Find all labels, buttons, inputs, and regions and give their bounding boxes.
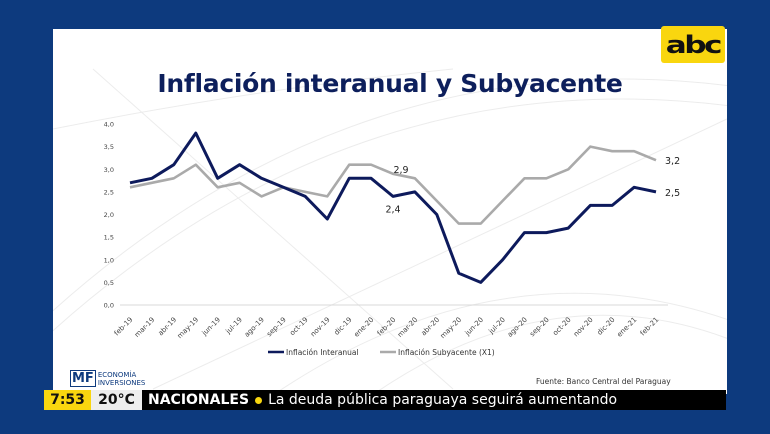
series-group — [129, 131, 657, 284]
x-tick-label: dic-20 — [596, 316, 617, 337]
y-tick-label: 3,0 — [104, 166, 114, 174]
x-tick-label: jun-19 — [200, 316, 222, 338]
background-decoration — [53, 68, 727, 394]
x-tick-label: sep-20 — [528, 316, 551, 339]
x-tick-label: feb-19 — [113, 316, 135, 338]
news-ticker: 7:53 20°C NACIONALES La deuda pública pa… — [44, 390, 726, 410]
y-tick-label: 2,5 — [104, 188, 114, 196]
data-label: 2,5 — [665, 188, 680, 199]
x-tick-label: nov-19 — [309, 316, 332, 339]
y-tick-label: 0,0 — [104, 302, 114, 310]
ticker-temperature: 20°C — [91, 390, 142, 410]
program-logo-mark: MF — [70, 370, 96, 387]
abc-channel-logo: abc — [661, 26, 725, 63]
x-tick-label: jul-20 — [487, 316, 507, 336]
y-tick-label: 3,5 — [104, 143, 114, 151]
x-tick-label: jun-20 — [463, 316, 485, 338]
annotations: 2,4 2,9 2,5 3,2 — [385, 156, 680, 215]
y-axis: 0,0 0,5 1,0 1,5 2,0 2,5 3,0 3,5 4,0 — [104, 121, 668, 310]
abc-logo-text: abc — [665, 30, 723, 59]
x-tick-label: oct-19 — [288, 316, 309, 337]
y-tick-label: 1,0 — [104, 256, 114, 264]
x-tick-label: nov-20 — [572, 316, 595, 339]
program-logo-line1: ECONOMÍA — [97, 370, 137, 379]
y-tick-label: 1,5 — [104, 234, 114, 242]
legend-label: Inflación Interanual — [286, 348, 359, 357]
program-logo-line2: INVERSIONES — [97, 378, 146, 387]
bullet-dot-icon — [255, 396, 263, 404]
y-tick-label: 0,5 — [104, 279, 114, 287]
ticker-news: NACIONALES La deuda pública paraguaya se… — [142, 390, 726, 410]
x-tick-label: feb-20 — [376, 316, 398, 338]
y-tick-label: 2,0 — [104, 211, 114, 219]
x-tick-label: ago-20 — [506, 316, 529, 339]
legend-label: Inflación Subyacente (X1) — [398, 348, 495, 357]
x-tick-label: mar-19 — [133, 316, 156, 339]
source-note: Fuente: Banco Central del Paraguay — [536, 377, 671, 386]
x-tick-label: may-19 — [176, 316, 200, 340]
data-label: 2,9 — [393, 165, 408, 176]
data-label: 3,2 — [665, 156, 680, 167]
ticker-headline: La deuda pública paraguaya seguirá aumen… — [268, 392, 618, 408]
x-tick-label: mar-20 — [396, 316, 419, 339]
x-tick-label: ene-21 — [616, 316, 639, 339]
x-tick-label: sep-19 — [265, 316, 288, 339]
legend: Inflación Interanual Inflación Subyacente… — [268, 348, 495, 357]
x-tick-label: oct-20 — [551, 316, 572, 337]
x-tick-label: ago-19 — [243, 316, 266, 339]
x-tick-label: ene-20 — [353, 316, 376, 339]
chart-title: Inflación interanual y Subyacente — [157, 69, 623, 98]
ticker-section: NACIONALES — [148, 392, 250, 408]
data-label: 2,4 — [385, 204, 400, 215]
series-line-subyacente — [129, 145, 657, 225]
ticker-time: 7:53 — [44, 390, 91, 410]
x-tick-label: jul-19 — [224, 316, 244, 336]
x-tick-label: feb-21 — [639, 316, 661, 338]
x-tick-label: dic-19 — [333, 316, 354, 337]
x-tick-label: may-20 — [439, 316, 463, 340]
program-logo: MF ECONOMÍA INVERSIONES — [70, 370, 145, 387]
presentation-slide: Inflación interanual y Subyacente — [53, 29, 727, 394]
y-tick-label: 4,0 — [104, 121, 114, 129]
